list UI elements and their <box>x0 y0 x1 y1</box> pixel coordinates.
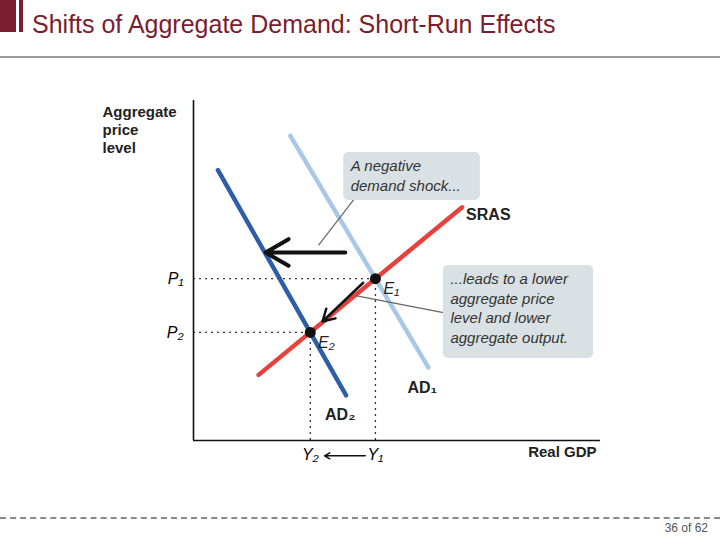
svg-text:SRAS: SRAS <box>466 206 511 223</box>
html-text:36 of 62: 36 of 62 <box>664 521 708 535</box>
svg-text:P₁: P₁ <box>168 270 184 287</box>
svg-text:Y₂: Y₂ <box>302 446 319 463</box>
svg-text:Y₁: Y₁ <box>368 446 384 463</box>
svg-text:AD₁: AD₁ <box>407 379 437 396</box>
svg-text:E₁: E₁ <box>384 280 400 297</box>
svg-text:Real GDP: Real GDP <box>528 443 596 460</box>
html-text:Shifts of Aggregate Demand: Sh: Shifts of Aggregate Demand: Short-Run Ef… <box>32 10 556 38</box>
svg-text:A negativedemand shock...: A negativedemand shock... <box>350 157 461 194</box>
svg-text:AD₂: AD₂ <box>325 406 355 423</box>
svg-text:E₂: E₂ <box>318 334 335 351</box>
svg-text:P₂: P₂ <box>167 324 184 341</box>
svg-text:...leads to a loweraggregate p: ...leads to a loweraggregate pricelevel … <box>450 270 569 346</box>
svg-text:Aggregatepricelevel: Aggregatepricelevel <box>103 103 177 156</box>
